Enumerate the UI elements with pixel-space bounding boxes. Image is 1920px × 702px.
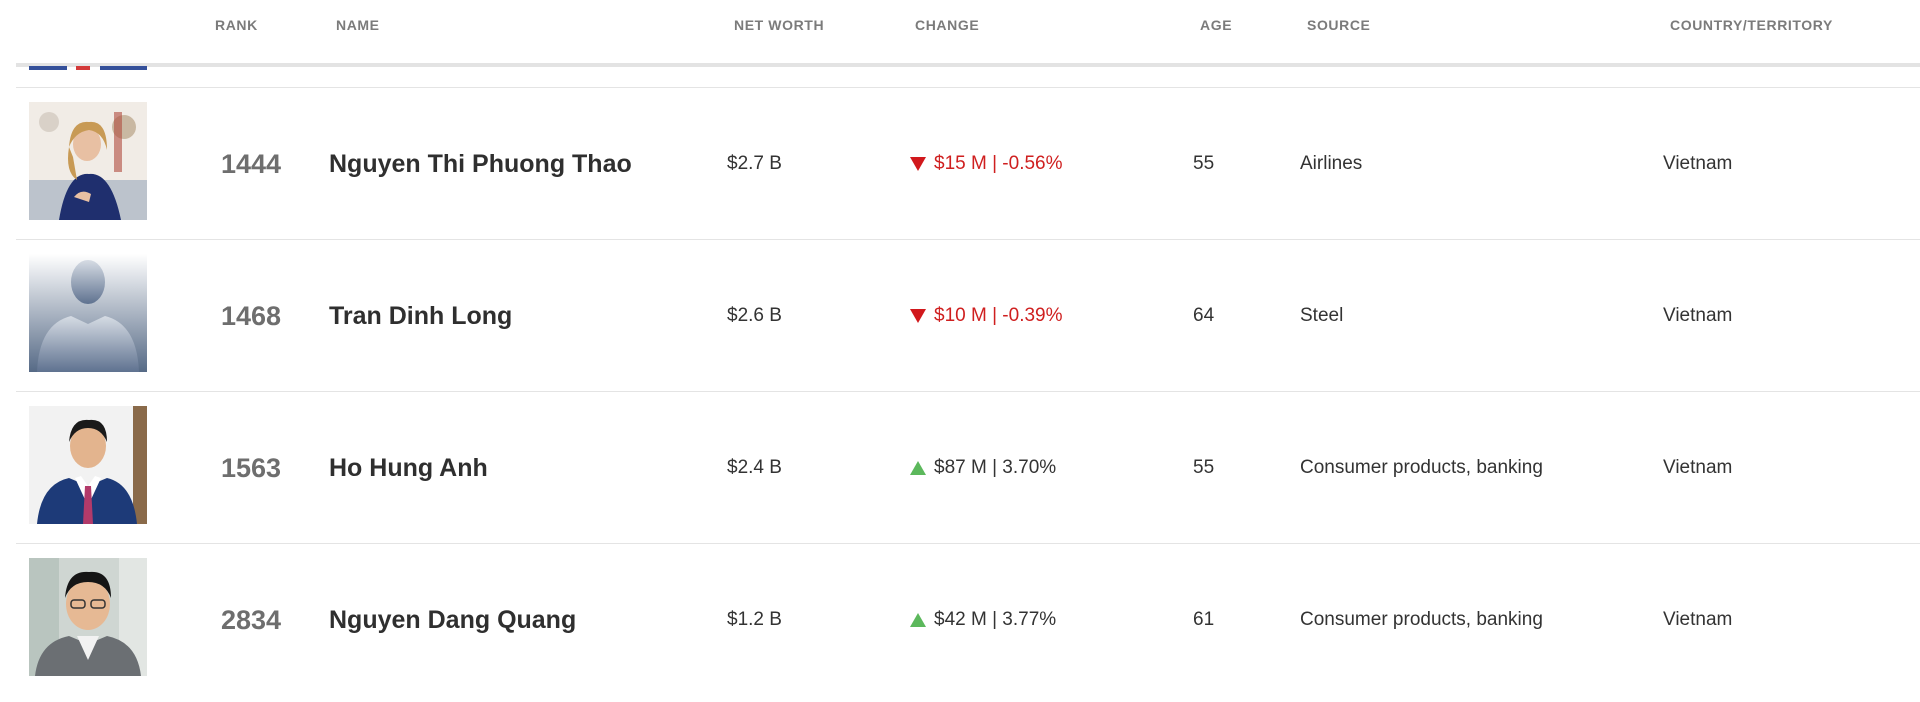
column-header-age[interactable]: AGE — [1200, 17, 1233, 33]
table-row[interactable]: 1468 Tran Dinh Long $2.6 B $10 M | -0.39… — [16, 239, 1920, 392]
column-header-net-worth[interactable]: NET WORTH — [734, 17, 825, 33]
previous-row-photo-edge — [100, 66, 147, 70]
country: Vietnam — [1663, 305, 1733, 326]
person-name-link[interactable]: Tran Dinh Long — [329, 301, 513, 330]
table-row[interactable]: 1444 Nguyen Thi Phuong Thao $2.7 B $15 M… — [16, 87, 1920, 240]
wealth-source: Consumer products, banking — [1300, 609, 1543, 630]
net-worth: $2.6 B — [727, 305, 782, 326]
net-worth: $2.7 B — [727, 153, 782, 174]
net-worth: $2.4 B — [727, 457, 782, 478]
up-arrow-icon — [910, 461, 926, 475]
net-worth: $1.2 B — [727, 609, 782, 630]
country: Vietnam — [1663, 457, 1733, 478]
age: 55 — [1193, 457, 1215, 478]
column-header-name[interactable]: NAME — [336, 17, 380, 33]
profile-photo[interactable] — [29, 102, 147, 220]
table-header: RANK NAME NET WORTH CHANGE AGE SOURCE CO… — [0, 0, 1920, 64]
wealth-source: Airlines — [1300, 153, 1363, 174]
wealth-source: Steel — [1300, 305, 1344, 326]
rank: 1468 — [221, 300, 282, 331]
rank: 1444 — [221, 148, 282, 179]
person-name-link[interactable]: Ho Hung Anh — [329, 453, 488, 482]
profile-photo[interactable] — [29, 558, 147, 676]
column-header-country[interactable]: COUNTRY/TERRITORY — [1670, 17, 1833, 33]
silhouette-placeholder-icon[interactable] — [29, 254, 147, 372]
country: Vietnam — [1663, 153, 1733, 174]
person-name-link[interactable]: Nguyen Dang Quang — [329, 605, 577, 634]
down-arrow-icon — [910, 157, 926, 171]
column-header-source[interactable]: SOURCE — [1307, 17, 1371, 33]
rank: 1563 — [221, 452, 282, 483]
column-header-rank[interactable]: RANK — [215, 17, 258, 33]
previous-row-photo-edge — [76, 66, 90, 70]
change-value: $87 M | 3.70% — [934, 457, 1057, 478]
change-value: $10 M | -0.39% — [934, 305, 1063, 326]
age: 64 — [1193, 305, 1215, 326]
table-row[interactable]: 2834 Nguyen Dang Quang $1.2 B $42 M | 3.… — [16, 543, 1920, 696]
wealth-source: Consumer products, banking — [1300, 457, 1543, 478]
down-arrow-icon — [910, 309, 926, 323]
profile-photo[interactable] — [29, 406, 147, 524]
rank: 2834 — [221, 604, 282, 635]
age: 61 — [1193, 609, 1215, 630]
column-header-change[interactable]: CHANGE — [915, 17, 980, 33]
previous-row-photo-edge — [29, 66, 67, 70]
country: Vietnam — [1663, 609, 1733, 630]
age: 55 — [1193, 153, 1215, 174]
header-divider — [16, 63, 1920, 67]
change-value: $42 M | 3.77% — [934, 609, 1057, 630]
change-value: $15 M | -0.56% — [934, 153, 1063, 174]
person-name-link[interactable]: Nguyen Thi Phuong Thao — [329, 149, 632, 178]
up-arrow-icon — [910, 613, 926, 627]
table-row[interactable]: 1563 Ho Hung Anh $2.4 B $87 M | 3.70% 55… — [16, 391, 1920, 544]
